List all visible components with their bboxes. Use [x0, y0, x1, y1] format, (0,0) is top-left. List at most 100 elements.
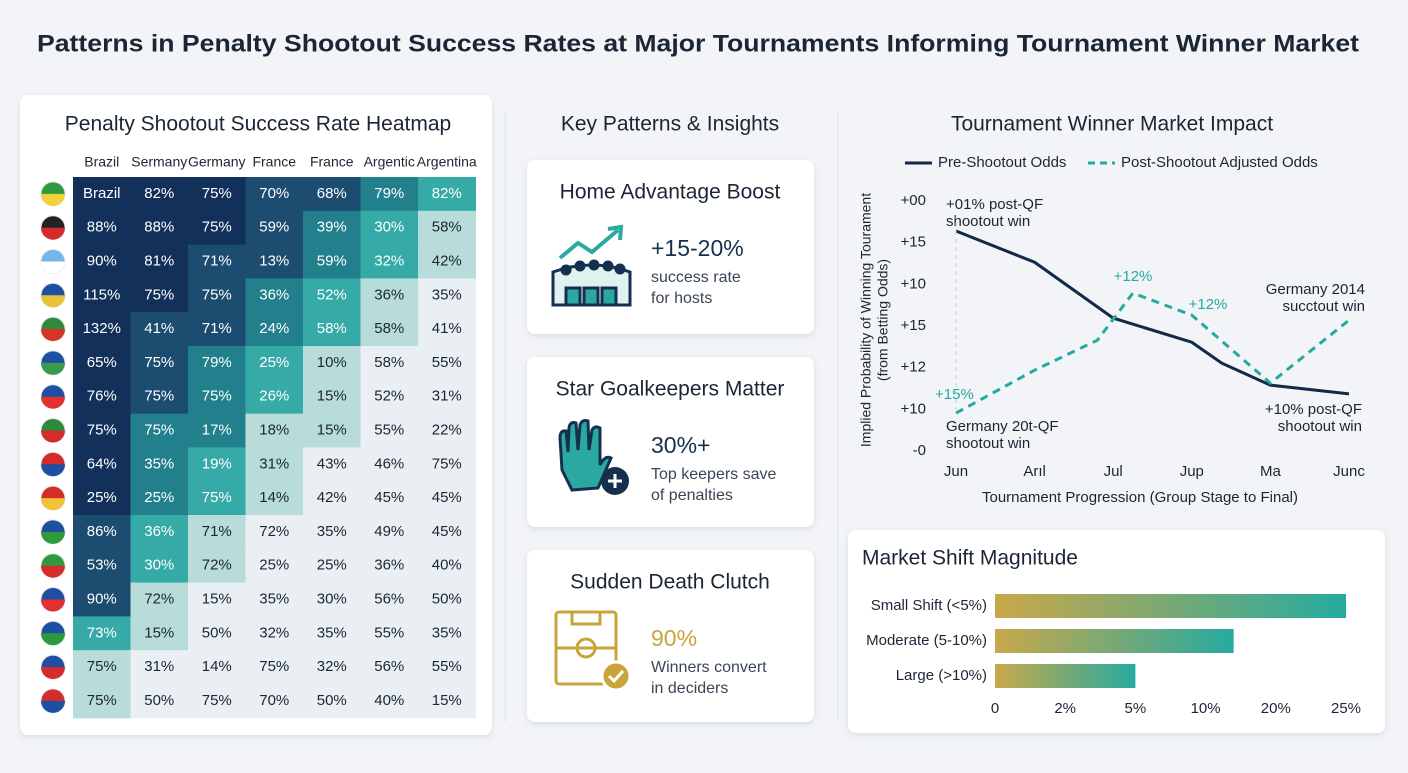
heat-cell: [73, 379, 131, 415]
heat-cell-label: 45%: [432, 523, 462, 540]
heat-cell-label: 15%: [144, 624, 174, 641]
x-tick-label: Jul: [1104, 463, 1123, 480]
card-text: in deciders: [651, 680, 728, 697]
heat-cell-label: 71%: [202, 523, 232, 540]
card-text: Winners convert: [651, 659, 767, 676]
heat-cell: [130, 582, 189, 617]
heat-cell: [245, 447, 304, 482]
heat-cell-label: 75%: [202, 286, 232, 303]
series-line: [955, 229, 1350, 396]
heat-cell-label: 31%: [259, 455, 289, 472]
annotation: shootout win: [946, 213, 1030, 230]
heat-cell-label: 18%: [259, 421, 289, 438]
heat-cell-label: 40%: [374, 692, 404, 709]
heat-cell: [73, 515, 131, 550]
heat-cell: [245, 177, 304, 212]
card-title: Star Goalkeepers Matter: [556, 378, 785, 401]
column-header: Argentina: [417, 154, 477, 170]
heat-cell-label: 70%: [259, 692, 289, 709]
y-axis-label: Implied Probability of Winning Tourament: [858, 193, 874, 447]
column-header: Argentic: [364, 154, 415, 170]
y-tick-label: +00: [901, 192, 926, 209]
heat-cell: [360, 582, 419, 617]
heat-cell-label: 52%: [374, 388, 404, 405]
heat-cell: [245, 650, 304, 685]
heat-cell-label: 30%: [374, 219, 404, 236]
heat-cell: [130, 447, 189, 482]
heat-cell: [418, 244, 476, 279]
heat-cell-label: 36%: [259, 286, 289, 303]
heat-cell: [360, 346, 419, 381]
heat-cell: [73, 312, 131, 347]
x-tick-label: 2%: [1054, 700, 1076, 717]
card-stat: 30%+: [651, 432, 710, 458]
card-stat: 90%: [651, 625, 697, 651]
heat-cell-label: 30%: [144, 557, 174, 574]
column-header: Sermany: [131, 154, 187, 170]
heat-cell-label: 15%: [317, 421, 347, 438]
card-text: of penalties: [651, 487, 733, 504]
heat-cell: [130, 312, 189, 347]
heat-cell-label: 14%: [259, 489, 289, 506]
heat-cell-label: 25%: [259, 557, 289, 574]
annotation: +01% post-QF: [946, 196, 1043, 213]
heat-cell: [245, 515, 304, 550]
heat-cell: [188, 413, 246, 448]
heat-cell-label: 64%: [87, 455, 117, 472]
card-stat: +15-20%: [651, 235, 744, 261]
heat-cell-label: 59%: [317, 252, 347, 269]
heat-cell-label: 55%: [432, 658, 462, 675]
heat-cell-label: 25%: [259, 354, 289, 371]
heat-cell: [418, 515, 476, 550]
stadium-icon: [551, 224, 632, 307]
y-tick-label: +12: [901, 359, 926, 376]
heat-cell: [360, 684, 419, 719]
annotation: +12%: [1114, 268, 1153, 285]
heat-cell-label: 75%: [144, 354, 174, 371]
heat-cell-label: 90%: [87, 590, 117, 607]
heat-cell: [245, 210, 304, 246]
card-title: Home Advantage Boost: [560, 181, 781, 204]
heat-cell-label: 24%: [259, 320, 289, 337]
flag: [41, 396, 65, 409]
heat-cell: [188, 684, 246, 719]
heat-cell: [130, 616, 189, 651]
x-tick-label: 5%: [1125, 700, 1147, 717]
heat-cell-label: 132%: [83, 320, 121, 337]
heat-cell: [360, 447, 419, 482]
heat-cell-label: 75%: [87, 658, 117, 675]
annotation: succtout win: [1282, 298, 1365, 315]
heat-cell: [303, 210, 361, 246]
heat-cell: [418, 413, 476, 448]
heat-cell-label: 72%: [144, 590, 174, 607]
heat-cell-label: 15%: [317, 388, 347, 405]
heat-cell-label: 14%: [202, 658, 232, 675]
heat-cell-label: 81%: [144, 252, 174, 269]
flag: [41, 261, 65, 274]
heat-cell: [130, 346, 189, 381]
heat-cell: [303, 616, 361, 651]
legend-label: Post-Shootout Adjusted Odds: [1121, 154, 1318, 171]
card-text: Top keepers save: [651, 466, 777, 483]
heat-cell: [303, 481, 361, 516]
column-header: Germany: [188, 154, 246, 170]
flag: [41, 599, 65, 612]
bar: [995, 629, 1234, 653]
heat-cell: [188, 548, 246, 584]
heat-cell: [360, 177, 419, 212]
heat-cell: [73, 582, 131, 617]
heat-cell-label: 41%: [144, 320, 174, 337]
heat-cell: [303, 346, 361, 381]
heat-cell: [418, 447, 476, 482]
heat-cell-label: 26%: [259, 388, 289, 405]
heat-cell: [73, 684, 131, 719]
x-tick-label: Ma: [1260, 463, 1281, 480]
glove-icon: [558, 419, 629, 495]
series-line: [955, 291, 1350, 415]
heat-cell-label: 75%: [144, 286, 174, 303]
heat-cell-label: 42%: [432, 252, 462, 269]
heat-cell: [245, 413, 304, 448]
heat-cell-label: 32%: [259, 624, 289, 641]
heat-cell: [130, 650, 189, 685]
